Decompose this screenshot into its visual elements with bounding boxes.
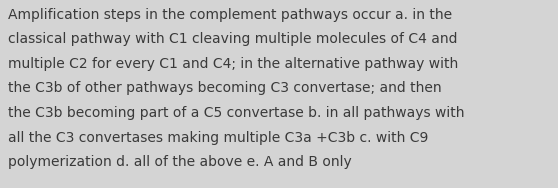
Text: polymerization d. all of the above e. A and B only: polymerization d. all of the above e. A … xyxy=(8,155,352,169)
Text: Amplification steps in the complement pathways occur a. in the: Amplification steps in the complement pa… xyxy=(8,8,452,21)
Text: the C3b of other pathways becoming C3 convertase; and then: the C3b of other pathways becoming C3 co… xyxy=(8,81,441,95)
Text: classical pathway with C1 cleaving multiple molecules of C4 and: classical pathway with C1 cleaving multi… xyxy=(8,32,458,46)
Text: all the C3 convertases making multiple C3a +C3b c. with C9: all the C3 convertases making multiple C… xyxy=(8,131,428,145)
Text: the C3b becoming part of a C5 convertase b. in all pathways with: the C3b becoming part of a C5 convertase… xyxy=(8,106,464,120)
Text: multiple C2 for every C1 and C4; in the alternative pathway with: multiple C2 for every C1 and C4; in the … xyxy=(8,57,458,71)
